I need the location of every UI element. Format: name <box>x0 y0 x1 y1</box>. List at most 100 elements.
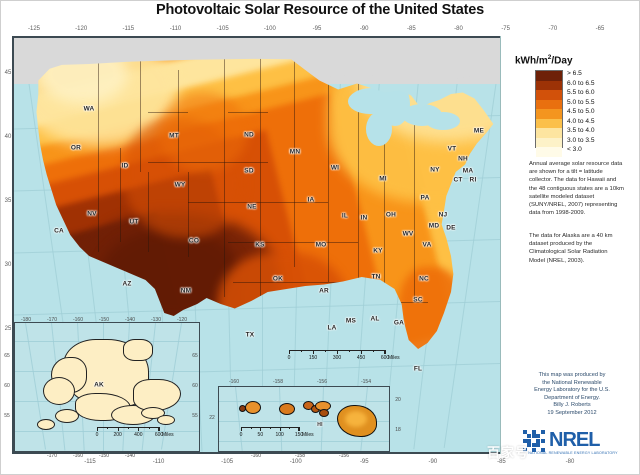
ak-lon-tick--170: -170 <box>46 317 57 323</box>
nrel-dot <box>540 438 545 443</box>
nrel-dot <box>531 430 536 434</box>
alaska-part-5 <box>133 379 181 411</box>
state-label-nv: NV <box>87 210 97 218</box>
alaska-scale-label-400: 400 <box>134 432 143 438</box>
state-border-v-0 <box>98 58 99 148</box>
state-label-nc: NC <box>419 275 429 283</box>
credit-block: This map was produced by the National Re… <box>519 372 625 418</box>
main-scale-minor-2 <box>349 350 350 352</box>
alaska-scale-minor-2 <box>148 427 150 429</box>
state-label-ca: CA <box>54 227 64 235</box>
credit-line-4: Department of Energy. <box>544 394 600 401</box>
main-scale-unit: Miles <box>388 355 400 361</box>
credit-line-5: Billy J. Roberts <box>553 402 591 409</box>
state-label-wy: WY <box>174 181 186 189</box>
legend-label-4: 4.5 to 5.0 <box>567 108 595 115</box>
hawaii-scale-minor-2 <box>289 427 291 429</box>
state-border-v-7 <box>148 172 149 252</box>
legend-swatch-2 <box>536 90 562 100</box>
ak-lon-tick--180: -180 <box>20 317 31 323</box>
state-label-wv: WV <box>402 230 414 238</box>
alaska-scale-label-0: 0 <box>95 432 99 438</box>
state-label-nj: NJ <box>438 211 448 219</box>
alaska-scale-tick-400 <box>138 427 140 431</box>
legend-title-superscript: 2 <box>547 54 552 61</box>
nrel-dot <box>540 430 545 434</box>
credit-line-6: 19 September 2012 <box>547 409 597 416</box>
state-border-h-8 <box>228 112 268 113</box>
hawaii-scale-label-50: 50 <box>257 432 264 438</box>
legend-title: kWh/m2/Day <box>515 54 573 66</box>
nrel-logo-subtitle: NATIONAL RENEWABLE ENERGY LABORATORY <box>528 451 618 455</box>
ak-lon-bottom--160: -160 <box>72 453 83 459</box>
state-label-md: MD <box>428 222 440 230</box>
ak-lat-left-55: 55 <box>4 413 10 419</box>
state-label-ms: MS <box>345 317 357 325</box>
state-label-mo: MO <box>315 241 327 249</box>
state-label-il: IL <box>341 212 349 220</box>
legend-label-1: 6.0 to 6.5 <box>567 79 595 87</box>
legend-label-6: 3.5 to 4.0 <box>567 127 595 134</box>
great-lake-3 <box>426 112 460 130</box>
main-scale-label-300: 300 <box>332 355 342 361</box>
hawaii-scale-tick-0 <box>241 427 242 431</box>
hawaii-scale-label-150: 150 <box>294 432 304 438</box>
state-border-v-11 <box>98 148 99 252</box>
ak-lat-right-55: 55 <box>192 413 198 419</box>
ak-lon-bottom--140: -140 <box>124 453 135 459</box>
hawaii-inset-map[interactable]: HI 0 50 100 150 Miles <box>218 386 390 452</box>
hi-lon-bottom--158: -158 <box>294 453 305 459</box>
state-label-fl: FL <box>413 365 423 373</box>
state-border-v-1 <box>140 58 141 172</box>
state-label-mi: MI <box>379 175 387 183</box>
main-scale-label-150: 150 <box>308 355 318 361</box>
ak-lat-line-3 <box>15 431 199 432</box>
lon-tick-bottom--115: -115 <box>84 459 96 465</box>
state-label-sc: SC <box>413 296 423 304</box>
legend-title-tail: /Day <box>551 55 573 67</box>
lon-tick--110: -110 <box>169 26 182 32</box>
nrel-dot <box>523 438 527 443</box>
hawaii-bigisland-core <box>345 411 367 427</box>
hi-lat-right-20: 20 <box>395 397 401 403</box>
state-label-ia: IA <box>307 196 315 204</box>
legend-label-3: 5.0 to 5.5 <box>567 98 595 106</box>
state-label-wa: WA <box>83 105 95 113</box>
ak-lon-tick--130: -130 <box>150 317 161 323</box>
state-border-v-6 <box>120 148 121 242</box>
lon-tick--90: -90 <box>359 26 369 32</box>
lon-tick--70: -70 <box>548 26 558 32</box>
credit-line-3: Energy Laboratory for the U.S. <box>534 387 610 394</box>
hawaii-state-label: HI <box>317 422 323 428</box>
lon-tick--125: -125 <box>27 26 40 32</box>
alaska-part-7 <box>37 419 55 430</box>
alaska-inset-map[interactable]: AK 0 200 400 600 Miles <box>14 322 200 452</box>
legend-label-2: 5.5 to 6.0 <box>567 89 595 96</box>
nrel-dot <box>536 434 541 439</box>
state-label-ky: KY <box>373 247 383 255</box>
state-label-de: DE <box>446 224 456 232</box>
watermark: 百家号 <box>487 445 530 460</box>
lon-tick-bottom--100: -100 <box>289 459 302 465</box>
state-label-in: IN <box>360 214 368 222</box>
legend-swatch-6 <box>536 128 562 138</box>
legend-label-0: > 6.5 <box>567 70 582 77</box>
state-border-v-15 <box>414 122 415 302</box>
hi-lat-right-18: 18 <box>395 427 401 433</box>
state-label-nh: NH <box>458 155 468 163</box>
alaska-scale-tick-200 <box>117 427 119 431</box>
state-label-ga: GA <box>393 319 405 327</box>
hawaii-island-6 <box>319 409 329 417</box>
solar-mottle-montana <box>158 92 248 172</box>
note-alaska: The data for Alaska are a 40 km dataset … <box>529 233 613 264</box>
legend-swatch-8 <box>536 147 562 157</box>
nrel-dot <box>527 434 532 439</box>
main-scale-minor-3 <box>373 350 374 352</box>
main-scale-label-0: 0 <box>287 355 291 361</box>
state-label-pa: PA <box>420 194 430 202</box>
state-label-sd: SD <box>244 167 254 175</box>
state-label-tn: TN <box>371 273 381 281</box>
page-title: Photovoltaic Solar Resource of the Unite… <box>156 2 484 18</box>
legend-color-ramp <box>535 70 563 157</box>
lat-tick-left-45: 45 <box>4 70 12 76</box>
